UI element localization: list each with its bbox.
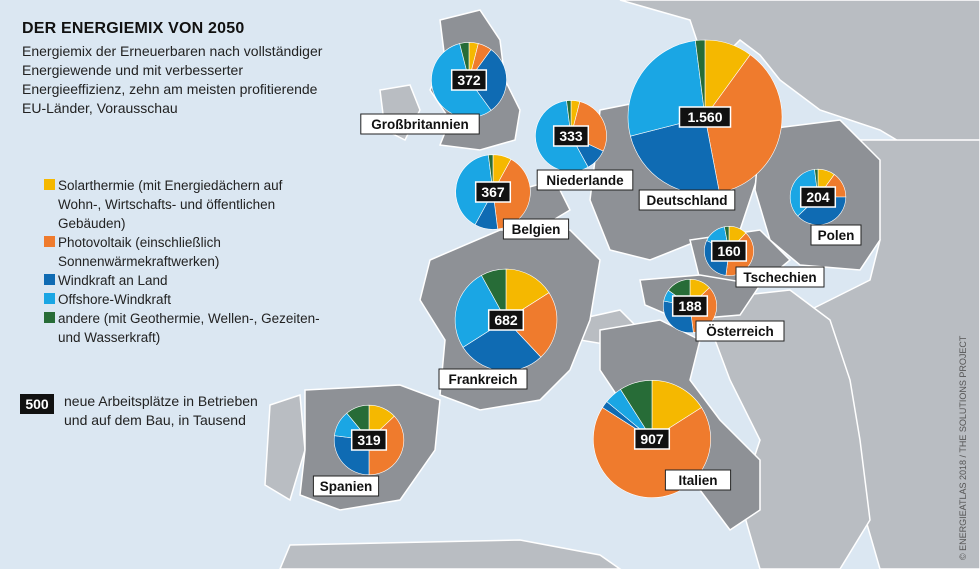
country-label-deutschland: Deutschland: [646, 193, 727, 208]
country-label-box: [502, 218, 570, 240]
value-badge: [710, 240, 748, 262]
pie-grossbritannien: 372 Großbritannien: [360, 42, 507, 135]
pie-belgien: 367 Belgien: [455, 154, 570, 240]
value-label: 333: [559, 128, 583, 144]
legend-item-photovoltaik: Photovoltaik (einschließlich Sonnenwärme…: [44, 233, 324, 271]
country-label-box: [536, 169, 634, 191]
land-north-africa: [279, 539, 622, 569]
pie-slice-photovoltaik: [505, 292, 558, 358]
value-badge: [678, 106, 732, 128]
note-text: neue Arbeitsplätze in Betrieben und auf …: [64, 393, 258, 428]
land-portugal: [264, 393, 306, 502]
legend: Solarthermie (mit Energiedächern auf Woh…: [44, 176, 324, 347]
legend-label: andere (mit Geothermie, Wellen-, Gezeite…: [58, 311, 320, 345]
pie-slice-solarthermie: [505, 268, 550, 321]
value-label: 188: [678, 298, 702, 314]
country-label-polen: Polen: [818, 228, 855, 243]
value-label: 1.560: [687, 109, 722, 125]
legend-item-windkraft-land: Windkraft an Land: [44, 271, 324, 290]
country-label-italien: Italien: [678, 473, 717, 488]
legend-label: Windkraft an Land: [58, 273, 168, 288]
country-label-box: [438, 368, 528, 390]
pie-deutschland: 1.560 Deutschland: [627, 39, 783, 211]
pie-slice-offshore-windkraft: [455, 154, 494, 226]
credit-text: © ENERGIEATLAS 2018 / THE SOLUTIONS PROJ…: [958, 335, 968, 560]
pie-layer: 372 Großbritannien 333 Niederlande 1.560 Deut…: [312, 39, 862, 499]
legend-swatch: [44, 179, 55, 190]
country-label-spanien: Spanien: [320, 479, 373, 494]
pie-slice-andere: [481, 268, 507, 321]
value-badge: [671, 295, 709, 317]
pie-slice-andere: [695, 39, 706, 118]
legend-label: Offshore-Windkraft: [58, 292, 172, 307]
legend-label: Photovoltaik (einschließlich Sonnenwärme…: [58, 235, 221, 269]
country-label-grossbritannien: Großbritannien: [371, 117, 469, 132]
value-label: 319: [357, 432, 381, 448]
page-title: DER ENERGIEMIX VON 2050: [22, 20, 245, 37]
pie-spanien: 319 Spanien: [312, 404, 405, 497]
pie-oesterreich: 188 Österreich: [662, 278, 785, 342]
legend-label: Solarthermie (mit Energiedächern auf Woh…: [58, 178, 283, 231]
value-badge: [474, 181, 512, 203]
legend-item-solarthermie: Solarthermie (mit Energiedächern auf Woh…: [44, 176, 324, 233]
legend-swatch: [44, 236, 55, 247]
pie-italien: 907 Italien: [593, 379, 732, 499]
country-label-box: [664, 469, 732, 491]
value-label: 682: [494, 312, 518, 328]
country-label-niederlande: Niederlande: [546, 173, 624, 188]
pie-frankreich: 682 Frankreich: [438, 268, 558, 390]
legend-swatch: [44, 293, 55, 304]
legend-swatch: [44, 312, 55, 323]
value-label: 367: [481, 184, 505, 200]
pie-polen: 204 Polen: [789, 168, 862, 246]
value-badge: [450, 69, 488, 91]
value-badge: [350, 429, 388, 451]
country-label-box: [735, 266, 825, 288]
value-label: 204: [806, 189, 830, 205]
value-label: 372: [457, 72, 481, 88]
pie-slice-andere: [620, 379, 653, 441]
country-label-box: [360, 113, 480, 135]
page-subtitle: Energiemix der Erneuerbaren nach vollstä…: [22, 43, 323, 116]
country-label-box: [695, 320, 785, 342]
pie-slice-solarthermie: [651, 379, 702, 440]
country-label-frankreich: Frankreich: [448, 372, 517, 387]
pie-niederlande: 333 Niederlande: [535, 100, 634, 191]
note-badge: 500: [20, 394, 54, 414]
value-badge: [633, 428, 671, 450]
value-label: 160: [717, 243, 741, 259]
country-label-box: [810, 224, 862, 246]
value-label: 907: [640, 431, 664, 447]
country-label-box: [638, 189, 736, 211]
country-label-belgien: Belgien: [512, 222, 561, 237]
legend-item-offshore-windkraft: Offshore-Windkraft: [44, 290, 324, 309]
pie-slice-windkraft-an-land: [468, 49, 507, 111]
country-label-oesterreich: Österreich: [706, 324, 774, 339]
country-label-box: [312, 475, 380, 497]
value-badge: [487, 309, 525, 331]
pie-slice-offshore-windkraft: [454, 274, 507, 348]
country-label-tschechien: Tschechien: [743, 270, 816, 285]
value-badge: [799, 186, 837, 208]
legend-item-andere: andere (mit Geothermie, Wellen-, Gezeite…: [44, 309, 324, 347]
value-badge: [552, 125, 590, 147]
pie-slice-photovoltaik: [704, 54, 783, 193]
legend-swatch: [44, 274, 55, 285]
